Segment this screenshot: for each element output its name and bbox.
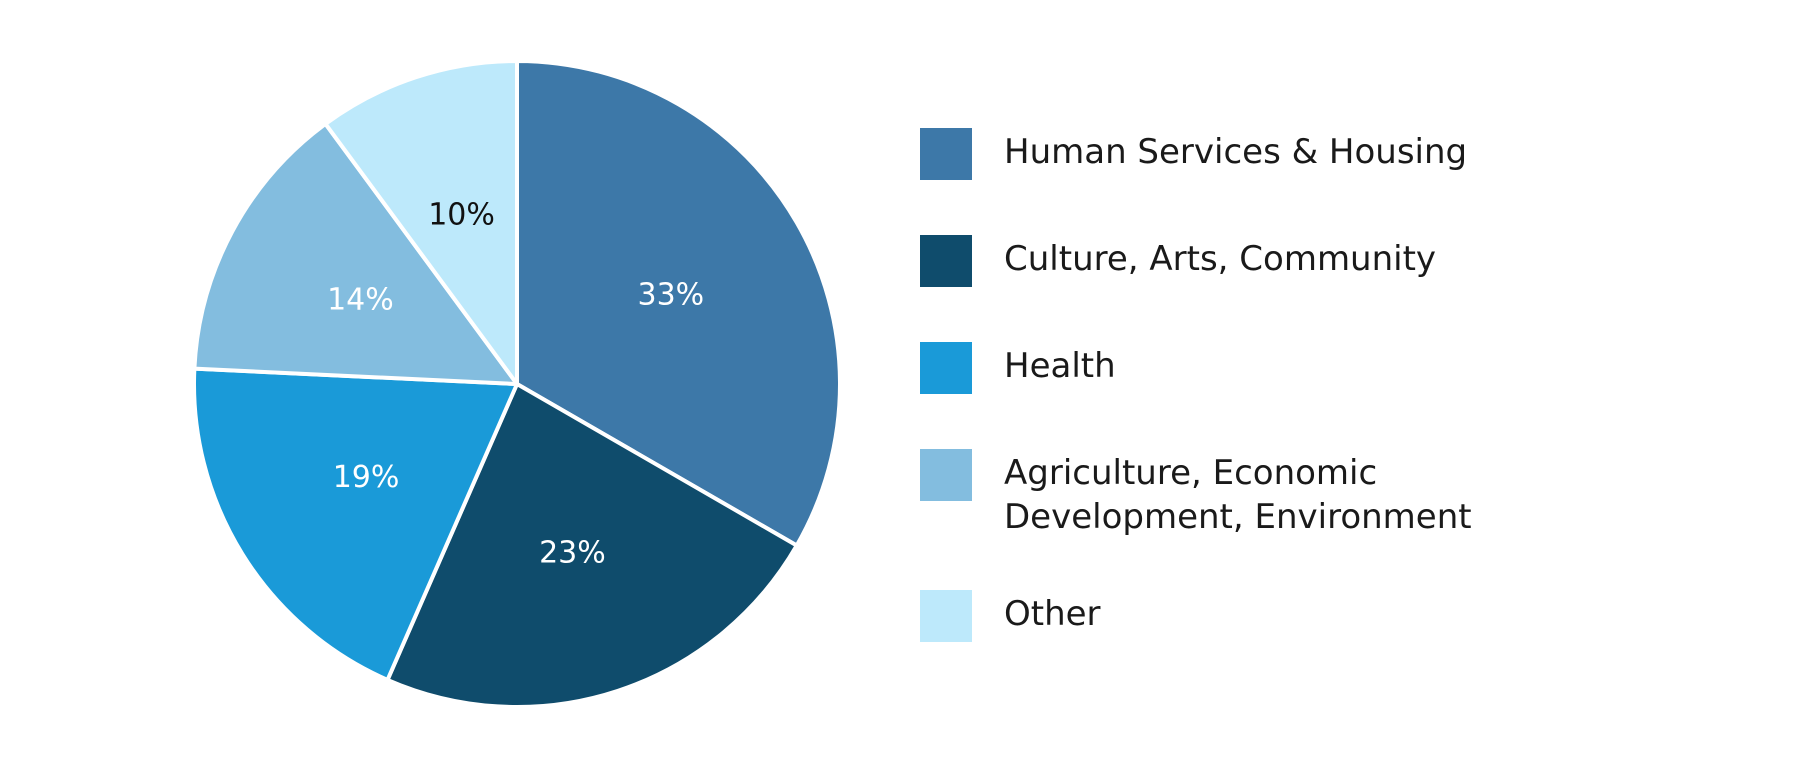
pie-value-label-5: 10% [428, 198, 495, 233]
legend-label: Human Services & Housing [1004, 132, 1468, 172]
legend-swatch [920, 590, 972, 642]
legend-item-other: Other [920, 590, 1624, 642]
pie-slice-5 [323, 59, 519, 386]
legend-item-health: Health [920, 342, 1624, 394]
pie-value-label-2: 23% [539, 535, 606, 570]
pie-value-label-3: 19% [333, 460, 400, 495]
pie-value-labels: 33% 23% 19% 14% 10% [327, 198, 704, 571]
legend-label: Health [1004, 346, 1116, 386]
pie-slice-4 [192, 121, 519, 386]
legend-swatch [920, 449, 972, 501]
legend-swatch [920, 128, 972, 180]
legend-item-culture-arts-community: Culture, Arts, Community [920, 235, 1624, 287]
pie-slice-2 [385, 382, 799, 709]
legend-label: Agriculture, Economic Development, Envir… [1004, 453, 1472, 537]
legend-swatch [920, 342, 972, 394]
pie-value-label-4: 14% [327, 283, 394, 318]
legend-label: Other [1004, 594, 1101, 634]
pie-value-label-1: 33% [638, 278, 705, 313]
pie-slice-1 [515, 59, 842, 548]
pie-slices [192, 59, 842, 709]
pie-slice-3 [192, 366, 519, 682]
legend-swatch [920, 235, 972, 287]
legend-label: Culture, Arts, Community [1004, 239, 1437, 279]
legend-item-agriculture-economic-development-environment: Agriculture, Economic Development, Envir… [920, 449, 1604, 539]
legend-item-human-services-housing: Human Services & Housing [920, 128, 1624, 180]
